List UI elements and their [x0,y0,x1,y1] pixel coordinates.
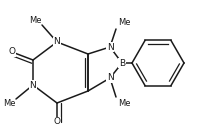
Text: N: N [107,73,113,82]
Text: Me: Me [4,99,16,108]
Text: O: O [9,48,16,56]
Text: N: N [54,38,60,46]
Text: Me: Me [118,99,130,108]
Text: B: B [119,58,125,68]
Text: N: N [30,81,36,89]
Text: Me: Me [30,16,42,25]
Text: Me: Me [118,18,130,27]
Text: N: N [107,42,113,52]
Text: O: O [53,118,61,126]
